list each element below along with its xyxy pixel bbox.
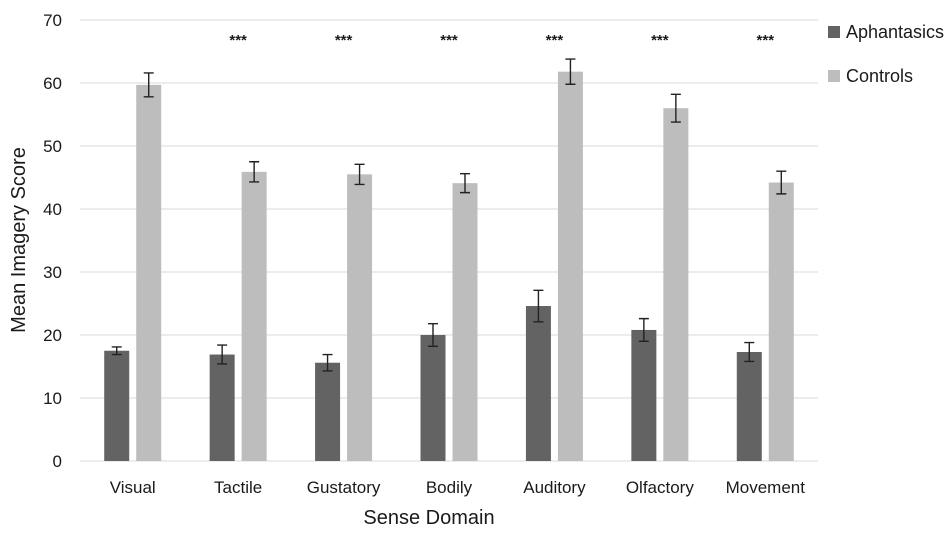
x-tick-label-tactile: Tactile bbox=[214, 478, 262, 497]
error-bars bbox=[111, 58, 787, 372]
bar-aphantasics-visual bbox=[104, 350, 130, 461]
bar-controls-bodily bbox=[452, 183, 478, 462]
bar-controls-movement bbox=[768, 182, 794, 462]
y-tick-label: 70 bbox=[43, 11, 62, 30]
gridlines bbox=[80, 19, 818, 462]
error-bar-aphantasics-tactile bbox=[217, 344, 228, 365]
x-tick-label-movement: Movement bbox=[726, 478, 806, 497]
bar-controls-tactile bbox=[241, 171, 267, 461]
error-bar-aphantasics-visual bbox=[111, 346, 122, 356]
x-axis-categories: Visual Tactile Gustatory Bodily Auditory Olfa… bbox=[110, 478, 806, 497]
bar-controls-visual bbox=[136, 84, 162, 461]
bar-aphantasics-tactile bbox=[209, 354, 235, 461]
legend-label-controls: Controls bbox=[846, 66, 913, 86]
error-bar-controls-olfactory bbox=[670, 93, 681, 123]
legend-label-aphantasics: Aphantasics bbox=[846, 22, 944, 42]
y-tick-label: 0 bbox=[53, 452, 62, 471]
y-tick-label: 50 bbox=[43, 137, 62, 156]
error-bar-aphantasics-bodily bbox=[428, 322, 438, 348]
bar-controls-auditory bbox=[557, 71, 583, 461]
significance-marker-olfactory: *** bbox=[651, 32, 669, 49]
x-tick-label-visual: Visual bbox=[110, 478, 156, 497]
error-bar-aphantasics-gustatory bbox=[322, 353, 333, 372]
significance-marker-movement: *** bbox=[757, 32, 775, 49]
y-axis-title: Mean Imagery Score bbox=[8, 147, 30, 333]
x-tick-label-olfactory: Olfactory bbox=[626, 478, 695, 497]
legend: Aphantasics Controls bbox=[828, 22, 944, 86]
bars bbox=[104, 71, 794, 462]
bar-aphantasics-auditory bbox=[525, 306, 551, 461]
error-bar-controls-visual bbox=[143, 72, 154, 98]
error-bar-controls-tactile bbox=[249, 161, 260, 183]
error-bar-aphantasics-auditory bbox=[533, 289, 544, 323]
error-bar-aphantasics-olfactory bbox=[638, 317, 649, 342]
error-bar-aphantasics-movement bbox=[744, 341, 755, 363]
x-axis-title: Sense Domain bbox=[363, 507, 494, 529]
error-bar-controls-auditory bbox=[565, 58, 576, 85]
significance-marker-bodily: *** bbox=[440, 32, 458, 49]
legend-swatch-aphantasics bbox=[828, 26, 840, 38]
y-tick-label: 60 bbox=[43, 74, 62, 93]
error-bar-controls-bodily bbox=[460, 173, 470, 194]
x-tick-label-gustatory: Gustatory bbox=[307, 478, 381, 497]
y-axis-ticks: 0 10 20 30 40 50 60 70 bbox=[43, 11, 62, 471]
bar-aphantasics-olfactory bbox=[631, 329, 657, 461]
bar-aphantasics-bodily bbox=[420, 335, 446, 461]
significance-marker-tactile: *** bbox=[229, 32, 247, 49]
significance-marker-auditory: *** bbox=[546, 32, 564, 49]
y-tick-label: 10 bbox=[43, 389, 62, 408]
bar-controls-olfactory bbox=[663, 108, 689, 461]
error-bar-controls-gustatory bbox=[354, 163, 365, 186]
significance-markers: *** *** *** *** *** *** bbox=[229, 32, 774, 49]
legend-swatch-controls bbox=[828, 70, 840, 82]
y-tick-label: 20 bbox=[43, 326, 62, 345]
significance-marker-gustatory: *** bbox=[335, 32, 353, 49]
x-tick-label-bodily: Bodily bbox=[426, 478, 473, 497]
y-tick-label: 30 bbox=[43, 263, 62, 282]
y-tick-label: 40 bbox=[43, 200, 62, 219]
error-bar-controls-movement bbox=[776, 170, 787, 195]
bar-aphantasics-movement bbox=[736, 352, 762, 461]
bar-controls-gustatory bbox=[347, 174, 373, 461]
x-tick-label-auditory: Auditory bbox=[523, 478, 586, 497]
bar-aphantasics-gustatory bbox=[315, 362, 341, 461]
